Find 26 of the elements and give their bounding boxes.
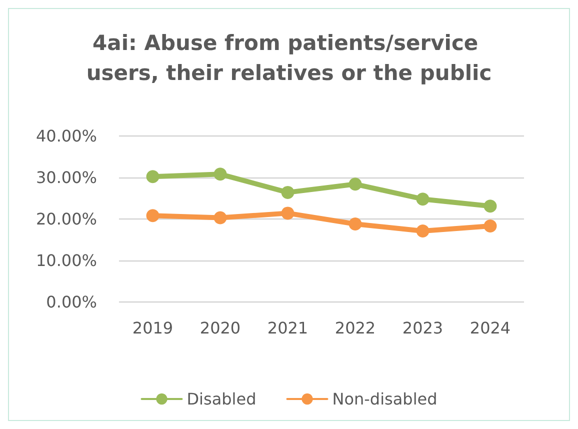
- x-tick-label: 2023: [402, 318, 444, 338]
- x-tick-label: 2019: [132, 318, 174, 338]
- point: [281, 186, 294, 199]
- point: [281, 206, 294, 220]
- point: [484, 200, 497, 213]
- point: [416, 224, 430, 238]
- point: [214, 211, 227, 224]
- point: [146, 170, 160, 184]
- y-tick-label: 10.00%: [36, 251, 97, 270]
- point: [348, 178, 362, 191]
- x-tick-label: 2020: [200, 318, 241, 338]
- y-tick-label: 30.00%: [36, 168, 97, 187]
- point: [214, 168, 227, 181]
- x-tick-label: 2024: [470, 318, 511, 338]
- y-tick-label: 20.00%: [36, 210, 97, 228]
- chart-title: 4ai: Abuse from patients/service users, their relatives or the public: [86, 31, 492, 85]
- y-tick-label: 40.00%: [36, 126, 97, 146]
- legend-label: Disabled: [186, 390, 256, 408]
- point: [416, 192, 430, 206]
- x-tick-label: 2021: [267, 318, 308, 338]
- point: [146, 209, 160, 222]
- legend-label: Non-disabled: [332, 390, 438, 408]
- point: [484, 220, 497, 233]
- point: [348, 217, 362, 230]
- x-tick-label: 2022: [334, 318, 376, 338]
- y-tick-label: 0.00%: [46, 292, 97, 312]
